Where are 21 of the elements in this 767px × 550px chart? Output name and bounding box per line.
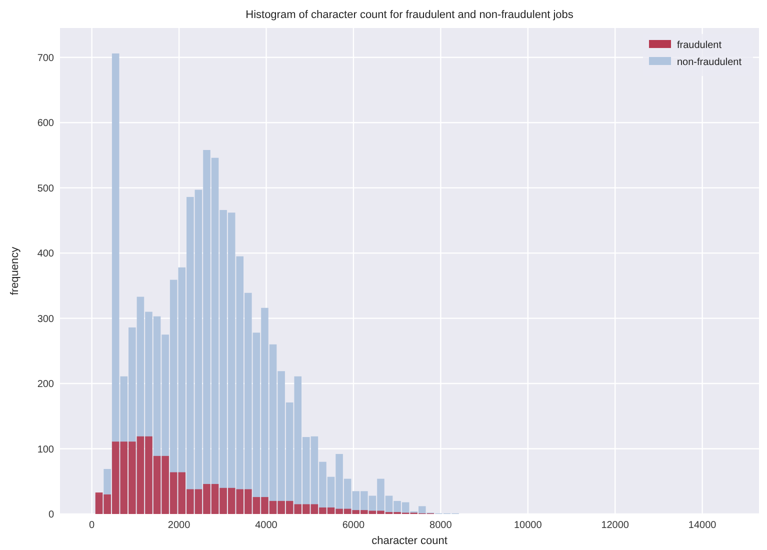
x-tick-label: 2000 [168, 520, 191, 531]
y-axis-title: frequency [9, 246, 21, 296]
legend-label: fraudulent [677, 40, 722, 51]
y-tick-label: 500 [37, 183, 54, 194]
x-tick-label: 8000 [430, 520, 452, 531]
x-tick-label: 6000 [342, 520, 366, 531]
y-tick-label: 200 [37, 379, 54, 390]
legend-label: non-fraudulent [677, 57, 742, 68]
x-tick-label: 4000 [255, 520, 278, 531]
y-tick-label: 100 [37, 444, 54, 456]
x-axis-title: character count [372, 535, 448, 547]
y-tick-label: 700 [37, 52, 54, 64]
x-tick-label: 10000 [514, 520, 542, 531]
y-tick-label: 600 [37, 118, 54, 130]
y-tick-label: 300 [37, 314, 54, 325]
x-tick-label: 14000 [688, 520, 717, 531]
chart-title: Histogram of character count for fraudulent and non-fraudulent jobs [246, 9, 574, 21]
y-tick-label: 400 [37, 248, 54, 260]
y-tick-label: 0 [48, 510, 54, 520]
x-tick-label: 12000 [601, 520, 630, 531]
x-tick-label: 0 [89, 520, 96, 531]
